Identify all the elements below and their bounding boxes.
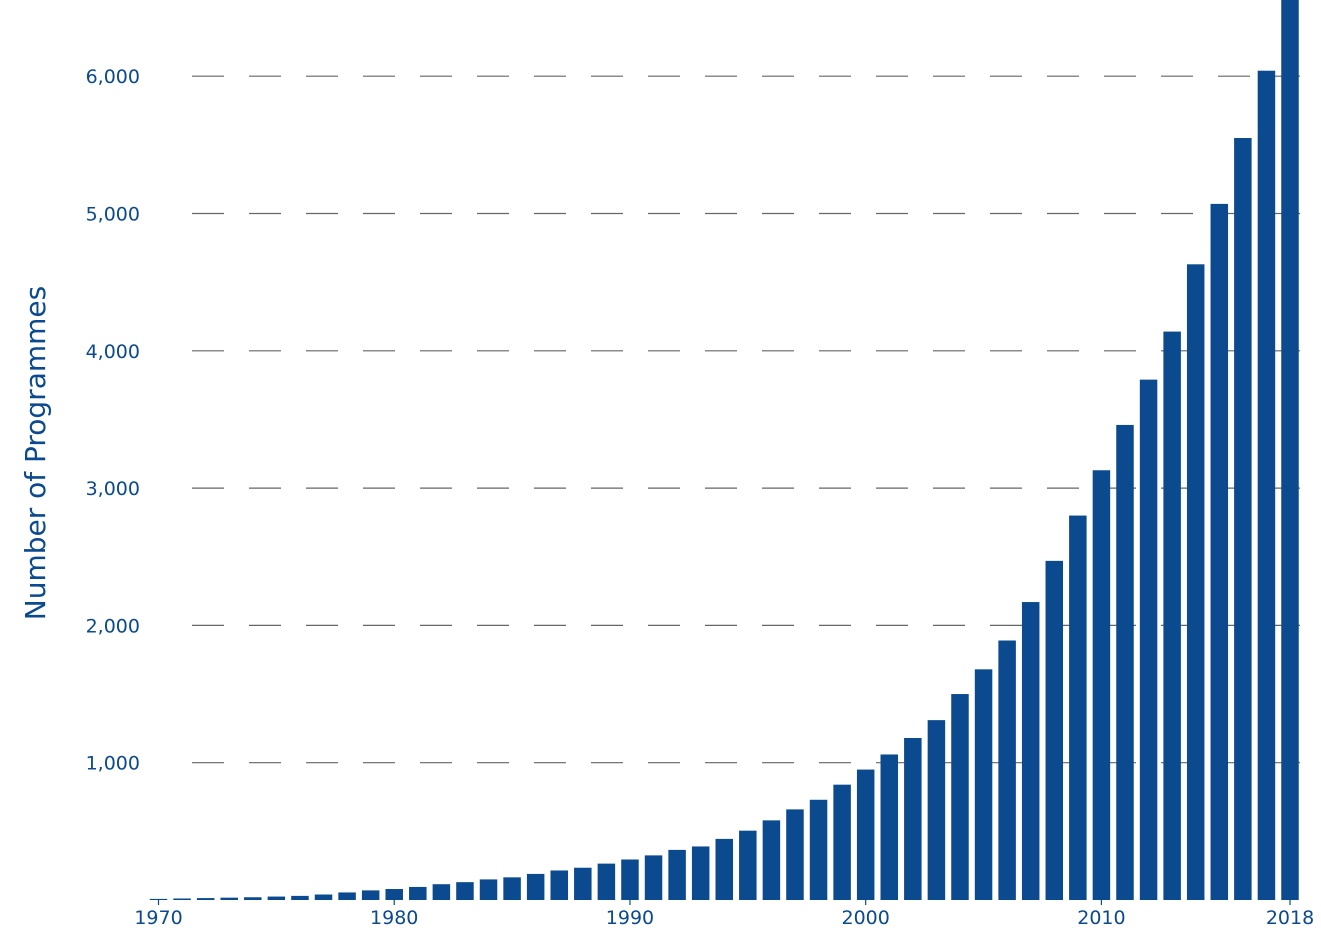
- y-tick-label: 3,000: [86, 478, 140, 500]
- bar-1993: [691, 846, 710, 900]
- bar-1999: [833, 784, 851, 900]
- y-tick-label: 6,000: [86, 66, 140, 88]
- bar-2017: [1257, 70, 1276, 900]
- y-tick-label: 4,000: [86, 341, 140, 363]
- bar-1990: [621, 859, 639, 900]
- bar-1996: [762, 820, 781, 900]
- bar-1989: [597, 863, 616, 900]
- bar-2012: [1139, 379, 1158, 900]
- bar-2006: [998, 640, 1016, 900]
- bar-1975: [267, 896, 286, 900]
- bar-1998: [809, 799, 828, 900]
- y-tick-label: 5,000: [86, 204, 140, 226]
- bar-1972: [196, 898, 215, 900]
- bar-1983: [456, 882, 474, 900]
- bar-1971: [173, 898, 191, 900]
- x-tick-label: 2000: [842, 907, 890, 929]
- y-tick-label: 1,000: [86, 753, 140, 775]
- x-tick-label: 1990: [606, 907, 654, 929]
- bar-1973: [220, 897, 238, 900]
- bar-1977: [314, 894, 333, 900]
- bar-2011: [1116, 424, 1134, 900]
- bar-1994: [715, 838, 733, 900]
- bar-2013: [1163, 331, 1181, 900]
- x-axis-ticks: 1970 1980 1990 2000 2010 2018: [134, 900, 1314, 929]
- bar-2015: [1210, 203, 1229, 900]
- bar-2007: [1021, 602, 1040, 900]
- bar-1995: [739, 830, 757, 900]
- bar-2003: [927, 720, 946, 900]
- x-tick-label: 2018: [1266, 907, 1314, 929]
- bar-1982: [432, 884, 451, 900]
- bar-1985: [503, 877, 521, 900]
- y-axis-title: Number of Programmes: [19, 286, 52, 621]
- bar-1976: [291, 895, 309, 900]
- bar-1988: [574, 867, 592, 900]
- bar-1970: [149, 898, 168, 900]
- bar-1984: [479, 879, 498, 900]
- bar-2018: [1281, 0, 1299, 901]
- bar-2002: [904, 737, 922, 900]
- bar-1987: [550, 870, 568, 900]
- bar-1974: [244, 897, 262, 900]
- x-tick-label: 2010: [1077, 907, 1125, 929]
- bar-2000: [856, 769, 875, 900]
- bar-1981: [409, 886, 427, 900]
- bar-2014: [1186, 264, 1205, 900]
- x-tick-label: 1980: [370, 907, 418, 929]
- bar-2001: [880, 754, 899, 900]
- bar-1979: [361, 890, 380, 900]
- bar-2004: [951, 694, 969, 900]
- bar-2008: [1045, 560, 1064, 900]
- bar-1980: [385, 889, 403, 900]
- bar-1986: [526, 873, 545, 900]
- bar-1978: [338, 892, 356, 900]
- bar-1997: [786, 809, 804, 900]
- bars: [149, 0, 1299, 901]
- bar-2016: [1234, 137, 1252, 901]
- x-tick-label: 1970: [134, 907, 182, 929]
- bar-2009: [1069, 515, 1087, 900]
- y-axis-ticks: 1,000 2,000 3,000 4,000 5,000 6,000: [86, 66, 140, 775]
- bar-1991: [644, 855, 663, 900]
- bar-2005: [974, 669, 993, 900]
- bar-1992: [668, 849, 686, 900]
- bar-2010: [1092, 470, 1111, 900]
- gridlines: [192, 75, 1300, 764]
- y-tick-label: 2,000: [86, 615, 140, 637]
